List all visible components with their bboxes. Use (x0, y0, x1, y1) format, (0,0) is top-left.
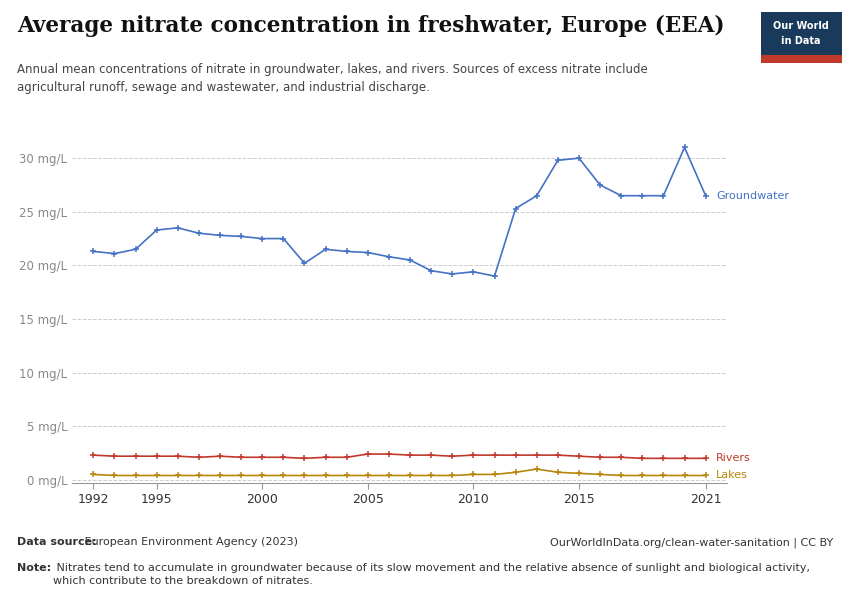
Text: Rivers: Rivers (717, 454, 751, 463)
Text: in Data: in Data (781, 35, 821, 46)
FancyBboxPatch shape (761, 55, 842, 63)
Text: Our World: Our World (774, 21, 829, 31)
Text: European Environment Agency (2023): European Environment Agency (2023) (81, 537, 298, 547)
Text: Nitrates tend to accumulate in groundwater because of its slow movement and the : Nitrates tend to accumulate in groundwat… (53, 563, 810, 586)
Text: Annual mean concentrations of nitrate in groundwater, lakes, and rivers. Sources: Annual mean concentrations of nitrate in… (17, 63, 648, 94)
Text: Groundwater: Groundwater (717, 191, 789, 200)
Text: Data source:: Data source: (17, 537, 97, 547)
Text: OurWorldInData.org/clean-water-sanitation | CC BY: OurWorldInData.org/clean-water-sanitatio… (550, 537, 833, 547)
Text: Average nitrate concentration in freshwater, Europe (EEA): Average nitrate concentration in freshwa… (17, 15, 724, 37)
FancyBboxPatch shape (761, 12, 842, 63)
Text: Lakes: Lakes (717, 470, 748, 481)
Text: Note:: Note: (17, 563, 51, 573)
